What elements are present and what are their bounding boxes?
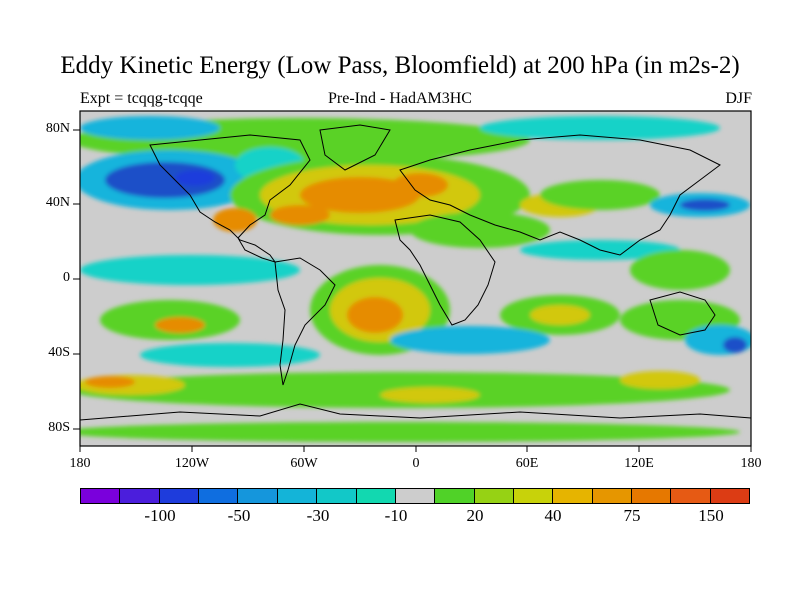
colorbar-label: -50 [227, 506, 251, 525]
colorbar-swatch-13 [592, 489, 633, 503]
colorbar-swatch-9 [435, 489, 475, 503]
south-atlantic-orange [347, 297, 403, 333]
colorbar-swatch-10 [474, 489, 514, 503]
japan-blue [680, 199, 730, 211]
colorbar-label: -10 [384, 506, 408, 525]
south-cyan-band-2 [390, 326, 550, 354]
arctic-cyan-2 [480, 116, 720, 140]
lat-label-40n: 40N [45, 195, 70, 210]
arctic-cyan [80, 116, 220, 140]
colorbar-swatch-5 [277, 489, 318, 503]
southern-indian-yellow [530, 305, 590, 325]
axis-ticks [73, 129, 752, 452]
colorbar-swatch-6 [317, 489, 357, 503]
lon-label-180e: 180 [740, 456, 762, 471]
us-west-orange [213, 208, 257, 232]
comparison-label: Pre-Ind - HadAM3HC [328, 90, 472, 107]
season-label: DJF [725, 90, 752, 107]
southern-ocean-yellow-3 [620, 371, 700, 389]
colorbar-swatch-16 [710, 489, 750, 503]
colorbar-swatch-15 [671, 489, 711, 503]
lon-label-60e: 60E [515, 456, 539, 471]
australia-coast [649, 291, 716, 336]
antarctica-coast [80, 403, 751, 421]
asia-green [540, 180, 660, 210]
colorbar-swatch-1 [120, 489, 160, 503]
colorbar-swatch-0 [81, 489, 121, 503]
lon-label-180w: 180 [69, 456, 91, 471]
colorbar-label: 75 [623, 506, 641, 525]
south-blue-spot [723, 337, 747, 353]
lon-label-60w: 60W [290, 456, 318, 471]
colorbar-label: 20 [466, 506, 484, 525]
colorbar-swatch-14 [632, 489, 672, 503]
chart-title: Eddy Kinetic Energy (Low Pass, Bloomfiel… [60, 52, 740, 79]
colorbar-swatch-4 [238, 489, 278, 503]
north-atlantic-orange [300, 177, 420, 213]
lat-label-80s: 80S [48, 420, 70, 435]
lat-label-80n: 80N [45, 121, 70, 136]
colorbar-label: 40 [544, 506, 562, 525]
experiment-label: Expt = tcqqg-tcqqe [80, 90, 203, 107]
colorbar-label: -30 [306, 506, 330, 525]
colorbar-swatch-11 [513, 489, 554, 503]
colorbar-label: -100 [144, 506, 176, 525]
alaska-blue [175, 170, 215, 186]
south-cyan-band-3 [685, 325, 751, 355]
us-east-orange [270, 205, 330, 225]
greenland-coast [319, 124, 391, 171]
europe-orange [392, 173, 448, 197]
colorbar-swatch-12 [553, 489, 593, 503]
colorbar-swatch-2 [159, 489, 200, 503]
coastlines [80, 124, 751, 421]
colorbar-swatch-3 [199, 489, 239, 503]
south-america-coast [274, 257, 336, 386]
eurasia-coast [399, 134, 721, 256]
contour-blobs [80, 116, 751, 442]
north-america-coast [149, 134, 311, 263]
southern-ocean-orange-1 [85, 376, 135, 388]
lat-label-40s: 40S [48, 345, 70, 360]
southern-pacific-orange [155, 317, 205, 333]
colorbar-label: 150 [698, 506, 724, 525]
maritime-green [630, 250, 730, 290]
colorbar-swatch-8 [395, 489, 436, 503]
colorbar-swatch-7 [356, 489, 396, 503]
africa-north-green [410, 212, 550, 248]
lon-label-120e: 120E [624, 456, 654, 471]
southern-ocean-yellow-2 [380, 387, 480, 403]
lat-label-0: 0 [63, 270, 70, 285]
tropical-pacific-cyan [80, 255, 300, 285]
africa-coast [394, 214, 496, 326]
south-cyan-band-1 [140, 343, 320, 367]
anomaly-field [80, 111, 751, 446]
colorbar [80, 488, 750, 504]
lon-label-0: 0 [412, 456, 420, 471]
antarctic-green [80, 422, 740, 442]
lon-label-120w: 120W [174, 456, 210, 471]
